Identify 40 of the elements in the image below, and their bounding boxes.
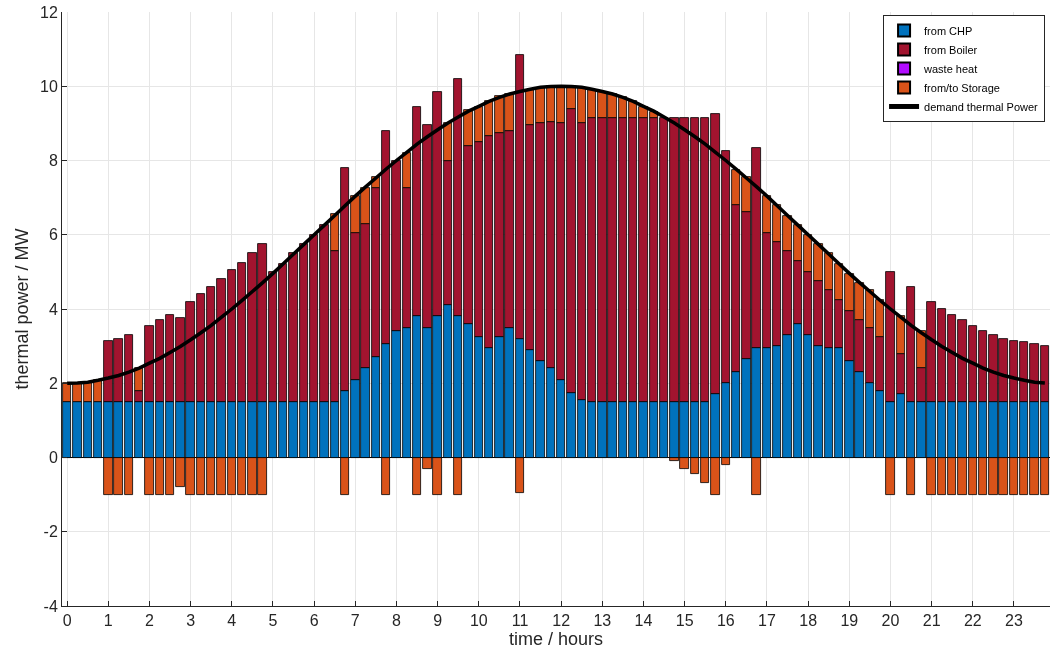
x-tick-label: 19	[840, 612, 859, 630]
y-tick-label: 4	[48, 300, 58, 318]
x-axis-title: time / hours	[508, 629, 604, 650]
x-tick-label: 12	[552, 612, 571, 630]
x-tick-label: 16	[716, 612, 735, 630]
x-tick-label: 10	[469, 612, 488, 630]
y-tick-label: 0	[48, 449, 58, 467]
y-tick-label: 12	[40, 3, 58, 21]
x-tick-label: 22	[963, 612, 982, 630]
y-tick-label: 8	[48, 152, 58, 170]
x-tick-label: 20	[881, 612, 900, 630]
x-tick-label: 8	[392, 612, 402, 630]
x-tick-label: 3	[186, 612, 196, 630]
y-tick-label: 2	[48, 374, 58, 392]
y-tick-label: 6	[48, 226, 58, 244]
x-tick-label: 4	[227, 612, 237, 630]
x-tick-label: 0	[62, 612, 72, 630]
legend-label: demand thermal Power	[924, 100, 1039, 113]
y-tick-label: 10	[40, 77, 58, 95]
x-tick-label: 1	[103, 612, 113, 630]
y-axis-title: thermal power / MW	[12, 228, 33, 390]
legend-label: from Boiler	[924, 43, 978, 56]
x-tick-label: 7	[350, 612, 360, 630]
x-tick-label: 23	[1005, 612, 1023, 630]
legend-label: from CHP	[924, 24, 973, 37]
x-tick-label: 14	[634, 612, 653, 630]
x-tick-label: 18	[799, 612, 818, 630]
y-tick-label: -4	[43, 597, 58, 615]
x-tick-label: 21	[922, 612, 941, 630]
x-tick-label: 6	[309, 612, 319, 630]
x-tick-label: 13	[593, 612, 612, 630]
legend-label: waste heat	[923, 62, 978, 75]
x-tick-label: 15	[675, 612, 694, 630]
x-tick-label: 9	[433, 612, 443, 630]
x-tick-label: 2	[145, 612, 155, 630]
x-tick-label: 11	[511, 612, 529, 630]
x-tick-label: 17	[758, 612, 776, 630]
x-tick-label: 5	[268, 612, 278, 630]
legend-label: from/to Storage	[924, 81, 1000, 94]
y-tick-label: -2	[43, 523, 58, 541]
